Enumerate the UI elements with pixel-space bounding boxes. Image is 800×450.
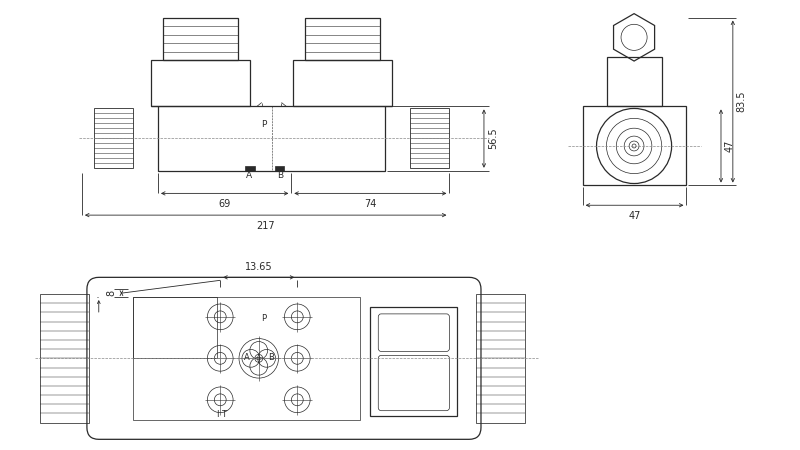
Bar — [163, 18, 238, 60]
Bar — [94, 108, 134, 168]
Bar — [410, 108, 450, 168]
Bar — [158, 107, 385, 171]
Text: P: P — [261, 120, 266, 129]
Bar — [607, 57, 662, 107]
Text: 74: 74 — [364, 199, 377, 209]
Bar — [294, 60, 392, 107]
Text: 56.5: 56.5 — [488, 128, 498, 149]
Text: 47: 47 — [725, 140, 735, 152]
Bar — [151, 60, 250, 107]
Bar — [476, 294, 526, 423]
Text: 83.5: 83.5 — [737, 91, 746, 112]
Text: 8: 8 — [106, 290, 117, 296]
Bar — [134, 297, 361, 419]
Text: A: A — [246, 171, 252, 180]
Bar — [274, 166, 285, 171]
Text: A: A — [244, 353, 250, 362]
Text: 69: 69 — [218, 199, 231, 209]
Bar — [245, 166, 255, 171]
Bar — [305, 18, 380, 60]
Bar — [39, 294, 89, 423]
Text: 13.65: 13.65 — [245, 262, 273, 272]
Text: B: B — [278, 171, 283, 180]
Text: 47: 47 — [628, 211, 641, 221]
Bar — [582, 107, 686, 185]
Text: I T: I T — [217, 410, 227, 418]
Bar — [134, 297, 218, 358]
Text: B: B — [268, 353, 274, 362]
Text: P: P — [261, 315, 266, 324]
Text: 217: 217 — [256, 221, 275, 231]
Bar — [370, 307, 458, 416]
